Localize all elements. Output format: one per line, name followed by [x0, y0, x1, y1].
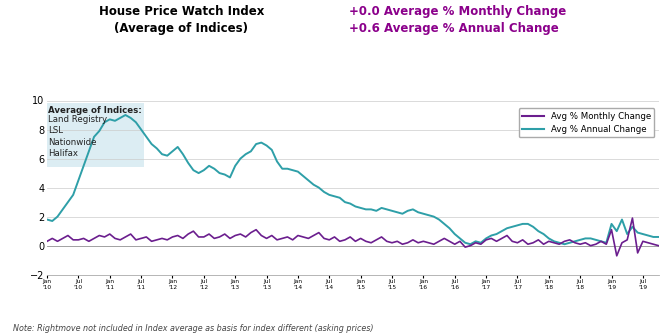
Text: +0.0 Average % Monthly Change: +0.0 Average % Monthly Change [349, 5, 566, 18]
Text: LSL: LSL [48, 126, 63, 135]
Text: Average of Indices:: Average of Indices: [48, 106, 142, 115]
Text: Nationwide: Nationwide [48, 138, 97, 147]
Text: Halifax: Halifax [48, 149, 78, 158]
Text: +0.6 Average % Annual Change: +0.6 Average % Annual Change [349, 22, 559, 35]
Bar [44, 103, 144, 167]
Text: Land Registry: Land Registry [48, 115, 108, 124]
Text: House Price Watch Index: House Price Watch Index [99, 5, 264, 18]
Legend: Avg % Monthly Change, Avg % Annual Change: Avg % Monthly Change, Avg % Annual Chang… [519, 108, 655, 137]
Text: Note: Rightmove not included in Index average as basis for index different (aski: Note: Rightmove not included in Index av… [13, 324, 374, 333]
Text: (Average of Indices): (Average of Indices) [114, 22, 249, 35]
